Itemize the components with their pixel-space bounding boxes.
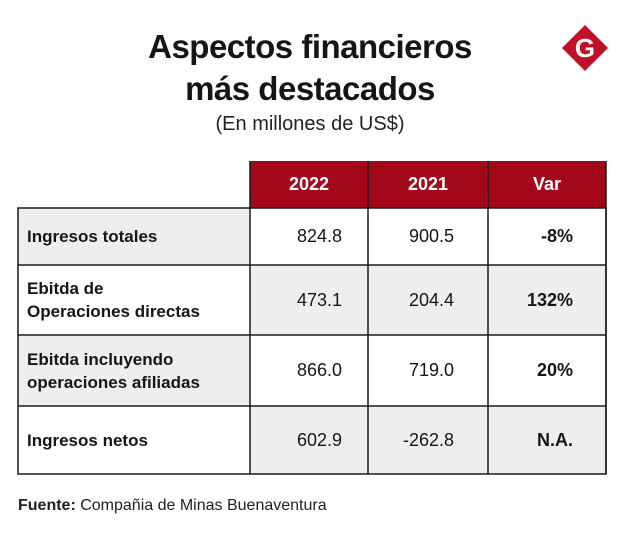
source-note: Fuente: Compañia de Minas Buenaventura (18, 497, 327, 515)
table-cell: 602.9 (250, 406, 368, 474)
source-label: Fuente: (18, 497, 76, 514)
row-label-ebitda-afiliadas: Ebitda incluyendo operaciones afiliadas (18, 335, 250, 406)
row-label-line: Ebitda de (27, 279, 104, 298)
row-label-ingresos-totales: Ingresos totales (18, 208, 250, 265)
table-cell: 719.0 (368, 335, 488, 406)
table-cell-var: 132% (488, 265, 606, 335)
col-header-var: Var (488, 161, 606, 208)
row-label-ebitda-directas: Ebitda de Operaciones directas (18, 265, 250, 335)
table-cell: 824.8 (250, 208, 368, 265)
table-cell-var: 20% (488, 335, 606, 406)
row-label-ingresos-netos: Ingresos netos (18, 406, 250, 474)
table-cell-var: -8% (488, 208, 606, 265)
table-cell: 204.4 (368, 265, 488, 335)
source-text: Compañia de Minas Buenaventura (75, 497, 327, 514)
row-label-line: Ebitda incluyendo (27, 349, 174, 369)
title-line-2: más destacados (185, 70, 435, 107)
row-label-line: Operaciones directas (27, 302, 200, 321)
table-cell: -262.8 (368, 406, 488, 474)
col-header-2021: 2021 (368, 161, 488, 208)
table-cell-var: N.A. (488, 406, 606, 474)
row-label-line: operaciones afiliadas (27, 372, 200, 392)
chart-title: Aspectos financieros más destacados (0, 26, 620, 110)
title-line-1: Aspectos financieros (148, 28, 472, 65)
chart-subtitle: (En millones de US$) (215, 113, 405, 135)
table-cell: 866.0 (250, 335, 368, 406)
table-cell: 900.5 (368, 208, 488, 265)
table-cell: 473.1 (250, 265, 368, 335)
gestion-logo-icon: G (562, 25, 608, 71)
logo-letter: G (575, 33, 595, 63)
col-header-2022: 2022 (250, 161, 368, 208)
